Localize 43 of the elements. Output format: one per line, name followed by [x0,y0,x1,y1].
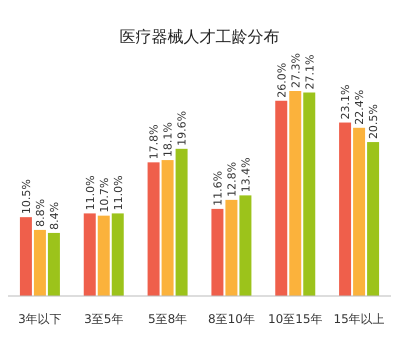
x-tick-label: 3年以下 [18,312,62,326]
data-label: 11.6% [211,170,224,206]
data-label: 22.4% [353,90,366,125]
data-label: 11.0% [84,175,97,210]
data-label: 27.1% [303,54,316,90]
bar [98,216,110,296]
data-label: 26.0% [275,62,288,98]
bar [275,100,288,296]
bar [303,92,316,296]
data-label: 19.6% [176,110,189,146]
data-label: 17.8% [148,124,161,160]
bar [20,217,32,296]
chart-title: 医疗器械人才工龄分布 [120,27,280,46]
data-label: 13.4% [239,157,252,192]
data-label: 8.4% [48,202,61,230]
bar [225,200,238,296]
bar [176,148,188,296]
data-label: 10.5% [20,179,33,214]
bar [112,213,124,296]
bar [353,128,366,296]
data-label: 20.5% [367,104,380,140]
x-tick-label: 8至10年 [208,312,255,326]
x-tick-label: 3至5年 [84,312,124,326]
data-label: 18.1% [162,122,175,158]
bar [48,232,60,296]
data-label: 10.7% [98,178,111,213]
bar [84,213,96,296]
data-label: 23.1% [339,84,352,120]
data-label: 27.3% [289,53,302,88]
data-label: 8.8% [34,198,47,227]
data-label: 11.0% [112,175,125,210]
bar [239,195,252,296]
data-label: 12.8% [225,162,238,197]
x-tick-label: 10至15年 [268,312,323,326]
x-tick-label: 5至8年 [148,312,188,326]
bar [367,142,380,296]
bar [148,162,160,296]
bar [289,91,302,296]
bar [339,122,352,296]
bar [162,160,174,296]
bar [211,208,224,296]
x-tick-label: 15年以上 [333,312,385,326]
bar [34,230,46,296]
